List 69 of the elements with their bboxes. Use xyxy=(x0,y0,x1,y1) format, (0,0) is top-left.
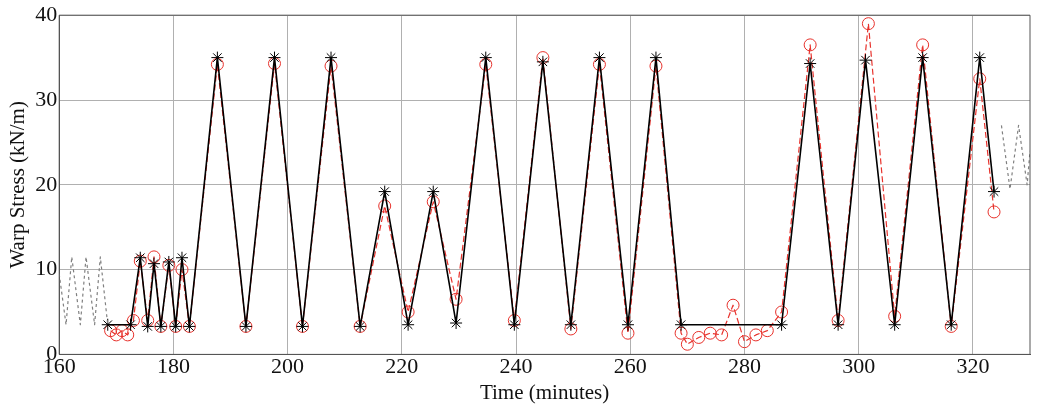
x-tick-label: 320 xyxy=(956,353,990,379)
point xyxy=(674,326,688,340)
point xyxy=(101,318,115,332)
point xyxy=(861,17,875,31)
y-tick-label: 40 xyxy=(35,0,58,26)
point xyxy=(124,318,138,332)
point xyxy=(426,185,440,199)
point xyxy=(703,326,717,340)
point xyxy=(536,51,550,65)
y-tick-label: 20 xyxy=(35,170,58,196)
x-axis-title: Time (minutes) xyxy=(479,379,610,404)
point xyxy=(479,57,493,71)
point xyxy=(507,313,521,327)
point xyxy=(831,313,845,327)
point xyxy=(749,328,763,342)
point xyxy=(592,57,606,71)
x-tick-label: 260 xyxy=(613,353,647,379)
point xyxy=(692,330,706,344)
point xyxy=(649,59,663,73)
x-tick-label: 280 xyxy=(727,353,761,379)
point xyxy=(115,324,129,338)
point xyxy=(449,316,463,330)
point xyxy=(680,337,694,351)
point xyxy=(378,199,392,213)
y-axis-title: Warp Stress (kN/m) xyxy=(5,101,30,269)
x-tick-label: 200 xyxy=(271,353,305,379)
point xyxy=(324,59,338,73)
point xyxy=(121,328,135,342)
point xyxy=(726,298,740,312)
point xyxy=(147,250,161,264)
point xyxy=(401,318,415,332)
point xyxy=(888,309,902,323)
point xyxy=(973,72,987,86)
point xyxy=(674,318,688,332)
point xyxy=(210,57,224,71)
point xyxy=(536,55,550,69)
x-tick-label: 220 xyxy=(385,353,419,379)
point xyxy=(401,305,415,319)
x-tick-label: 180 xyxy=(156,353,190,379)
point xyxy=(564,322,578,336)
y-tick-label: 30 xyxy=(35,85,58,111)
point xyxy=(987,205,1001,219)
point xyxy=(324,51,338,65)
point xyxy=(426,195,440,209)
point xyxy=(621,326,635,340)
point xyxy=(175,263,189,277)
point xyxy=(737,335,751,349)
point xyxy=(775,305,789,319)
point xyxy=(378,185,392,199)
point xyxy=(141,313,155,327)
point xyxy=(916,38,930,52)
x-tick-label: 240 xyxy=(499,353,533,379)
point xyxy=(175,251,189,265)
point xyxy=(987,185,1001,199)
point xyxy=(859,53,873,67)
point xyxy=(715,328,729,342)
point xyxy=(831,318,845,332)
point xyxy=(775,318,789,332)
y-tick-label: 10 xyxy=(35,255,58,281)
point xyxy=(507,318,521,332)
point xyxy=(760,324,774,338)
x-tick-label: 300 xyxy=(842,353,876,379)
point xyxy=(267,57,281,71)
point xyxy=(449,292,463,306)
point xyxy=(564,318,578,332)
point xyxy=(621,318,635,332)
point xyxy=(109,328,123,342)
point xyxy=(803,38,817,52)
point xyxy=(888,318,902,332)
